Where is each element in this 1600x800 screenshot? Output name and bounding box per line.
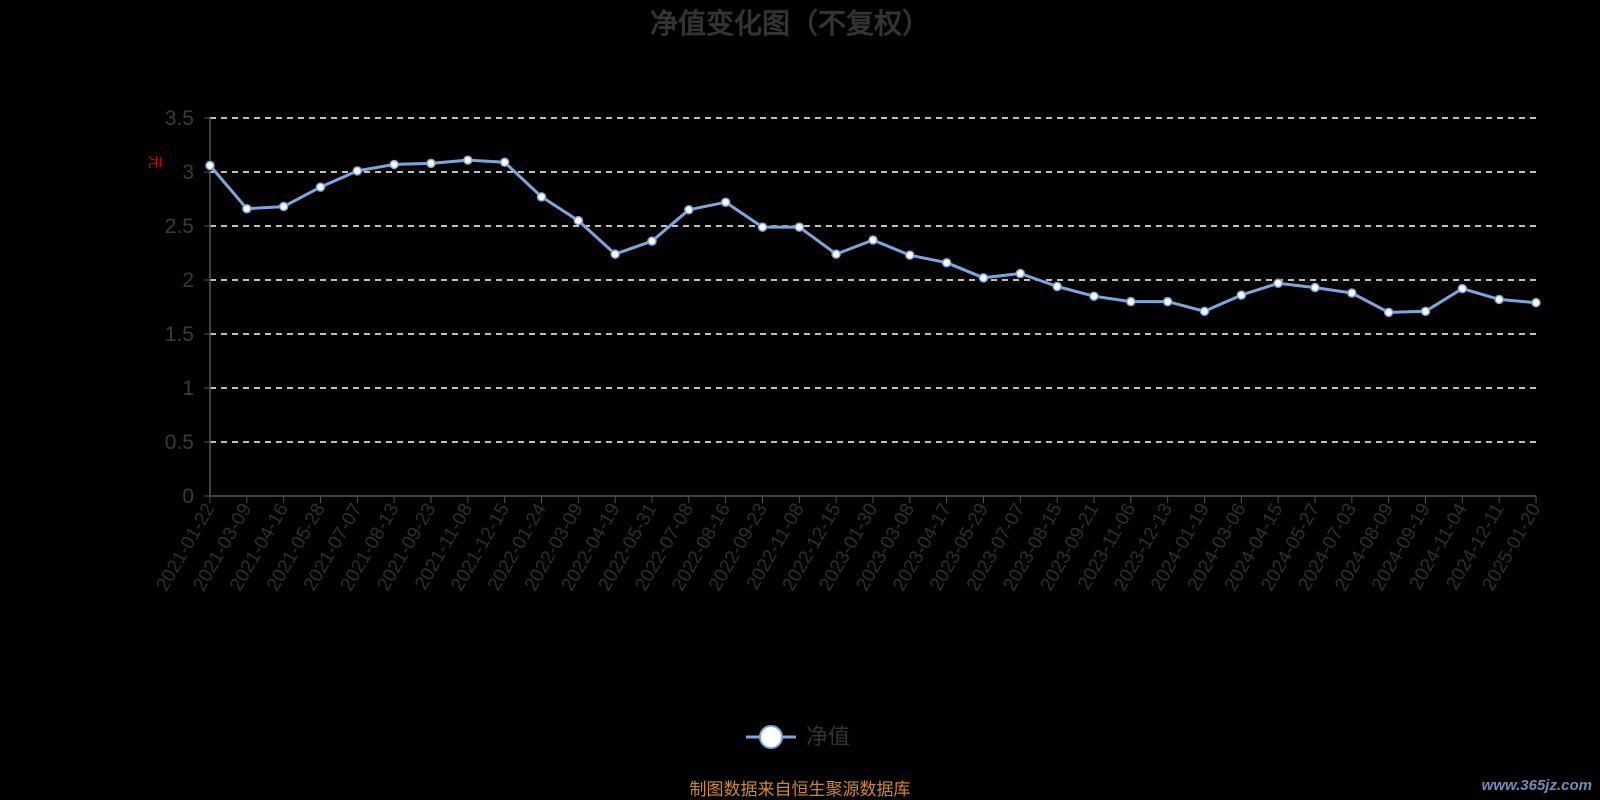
- data-point[interactable]: [315, 182, 326, 192]
- data-point[interactable]: [1494, 294, 1504, 305]
- data-point[interactable]: [1383, 307, 1394, 318]
- data-point[interactable]: [905, 250, 915, 260]
- data-point[interactable]: [647, 236, 657, 246]
- x-axis-ticks: 2021-01-222021-03-092021-04-162021-05-28…: [153, 496, 1545, 595]
- data-point[interactable]: [1162, 296, 1173, 307]
- data-point[interactable]: [499, 157, 510, 168]
- data-point[interactable]: [426, 158, 436, 169]
- data-point[interactable]: [1052, 281, 1062, 292]
- series-nav: [205, 155, 1541, 318]
- data-point[interactable]: [1420, 306, 1431, 317]
- y-tick-label: 3.5: [165, 107, 194, 130]
- data-point[interactable]: [1199, 306, 1210, 317]
- y-tick-label: 2.5: [165, 215, 194, 238]
- data-point[interactable]: [610, 249, 620, 259]
- data-point[interactable]: [1347, 288, 1357, 298]
- y-tick-label: 1.5: [165, 323, 194, 346]
- data-point[interactable]: [573, 215, 584, 226]
- data-point[interactable]: [205, 160, 215, 171]
- data-point[interactable]: [757, 222, 768, 232]
- data-point[interactable]: [1236, 290, 1247, 300]
- data-point[interactable]: [1089, 291, 1099, 301]
- data-point[interactable]: [978, 273, 989, 283]
- data-point[interactable]: [242, 203, 252, 214]
- data-point[interactable]: [941, 257, 952, 268]
- data-point[interactable]: [278, 201, 289, 212]
- y-tick-label: 2: [182, 269, 194, 292]
- y-tick-label: 3: [182, 161, 194, 184]
- y-tick-label: 0.5: [165, 431, 194, 454]
- data-point[interactable]: [389, 159, 399, 170]
- axes: [209, 118, 1536, 497]
- grid-lines: [210, 117, 1536, 443]
- y-axis-unit: 元: [147, 155, 163, 169]
- y-tick-label: 0: [182, 485, 194, 508]
- data-point[interactable]: [794, 222, 805, 232]
- data-point[interactable]: [831, 249, 841, 259]
- data-point[interactable]: [1126, 296, 1136, 307]
- y-tick-label: 1: [182, 377, 194, 400]
- data-point[interactable]: [1457, 283, 1468, 294]
- legend[interactable]: 净值: [746, 724, 850, 749]
- data-point[interactable]: [868, 235, 878, 245]
- data-point[interactable]: [352, 166, 363, 176]
- y-axis-ticks: 0 0.5 1 1.5 2 2.5 3 3.5: [165, 107, 210, 508]
- data-point[interactable]: [536, 192, 547, 202]
- data-point[interactable]: [1531, 297, 1541, 308]
- data-point[interactable]: [463, 155, 473, 165]
- data-source-note: 制图数据来自恒生聚源数据库: [690, 780, 911, 799]
- site-watermark: www.365jz.com: [1482, 777, 1592, 794]
- legend-marker-icon: [759, 725, 783, 749]
- data-point[interactable]: [1273, 278, 1283, 288]
- data-point[interactable]: [1310, 282, 1320, 293]
- legend-label: 净值: [806, 724, 850, 749]
- data-point[interactable]: [684, 205, 694, 215]
- chart-title: 净值变化图（不复权）: [650, 7, 930, 39]
- data-point[interactable]: [720, 197, 731, 207]
- data-point[interactable]: [1015, 268, 1026, 279]
